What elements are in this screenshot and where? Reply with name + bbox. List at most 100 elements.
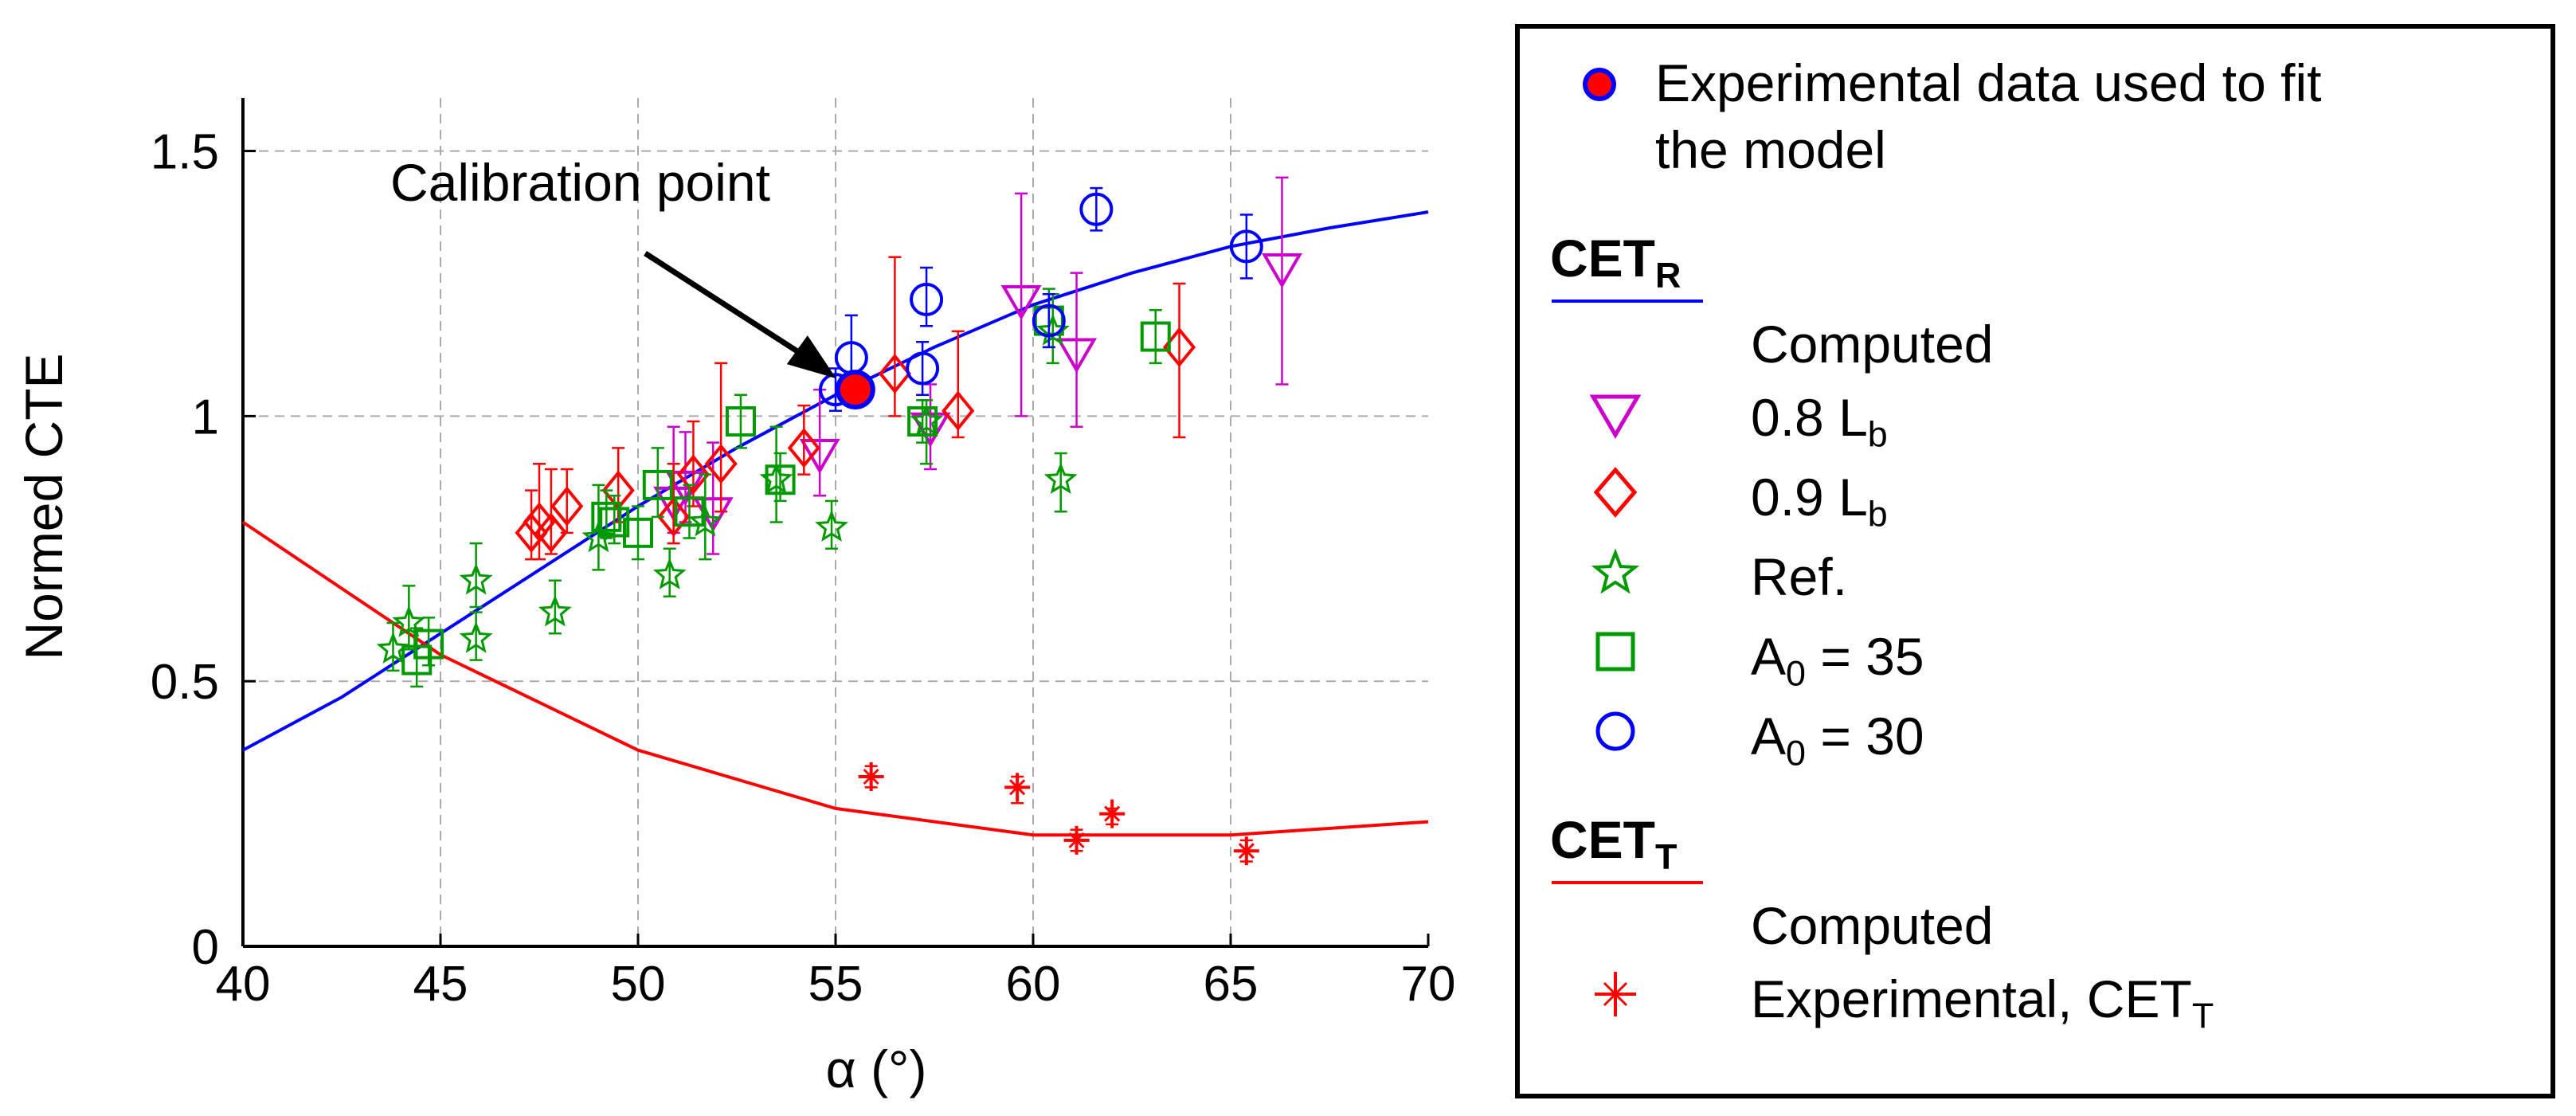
data-point: [1004, 773, 1031, 805]
data-point: [1140, 309, 1171, 365]
axes: 40 45 50 55 60 65 70 0 0.5 1 1.5: [151, 98, 1456, 1012]
annotation-arrow-head: [786, 335, 836, 379]
diamond-marker: [942, 390, 975, 431]
legend-ref-text: Ref.: [1751, 547, 1848, 606]
circle-marker: [1032, 303, 1066, 338]
diamond-marker: [704, 444, 738, 484]
grid-lines: [243, 98, 1428, 946]
data-point: [534, 468, 568, 555]
star-marker: [459, 562, 493, 595]
data-point: [392, 585, 426, 651]
plus-star-stroke: [1009, 779, 1026, 796]
square-marker: [591, 501, 622, 532]
star-marker: [815, 510, 849, 542]
data-point: [642, 447, 673, 519]
data-point: [910, 266, 944, 327]
plus-star-icon: [1595, 972, 1636, 1016]
data-point: [599, 494, 630, 545]
legend-exp-t-text: Experimental, CETT: [1751, 969, 2214, 1036]
data-point: [858, 762, 884, 791]
data-point: [787, 404, 820, 476]
data-point: [704, 362, 738, 513]
diamond-marker: [657, 496, 691, 538]
star-marker: [1043, 462, 1078, 494]
star-marker: [538, 594, 572, 627]
square-marker: [725, 406, 756, 437]
data-point: [1162, 282, 1196, 439]
legend: Experimental data used to fit the model …: [1515, 24, 2555, 1098]
square-marker: [765, 464, 796, 495]
data-points: [376, 176, 1302, 866]
computed-line: [241, 520, 1429, 837]
circle-marker: [1229, 229, 1263, 264]
star-marker: [459, 621, 493, 653]
legend-08lb-text: 0.8 Lb: [1751, 388, 1888, 455]
diamond-marker: [534, 512, 568, 553]
data-point: [657, 463, 691, 545]
y-tick-label: 0: [192, 920, 219, 975]
data-point: [688, 473, 722, 561]
data-point: [910, 383, 951, 471]
legend-a30-text: A0 = 30: [1751, 707, 1924, 773]
annotation-arrow-shaft: [644, 251, 814, 364]
circle-icon: [1595, 711, 1635, 751]
data-point: [1229, 213, 1263, 280]
data-point: [459, 611, 493, 661]
data-point: [942, 330, 975, 439]
y-axis-label: Normed CTE: [14, 353, 73, 660]
legend-fit-text-2: the model: [1655, 120, 1886, 179]
x-tick-label: 55: [808, 957, 863, 1012]
star-marker: [392, 605, 426, 637]
legend-a35-text: A0 = 35: [1751, 627, 1924, 694]
diamond-marker: [787, 428, 820, 468]
x-tick-label: 40: [216, 957, 271, 1012]
x-tick-label: 45: [413, 957, 468, 1012]
square-marker: [642, 469, 673, 500]
plus-star-stroke: [863, 768, 879, 785]
x-tick-label: 60: [1006, 957, 1061, 1012]
plus-star-stroke: [1104, 805, 1121, 822]
data-point: [652, 547, 687, 597]
legend-cetr-heading: CETR: [1550, 229, 1681, 296]
diamond-marker: [878, 353, 911, 394]
data-point: [1000, 192, 1042, 417]
calibration-label: Calibration point: [390, 153, 770, 212]
legend-cett-computed-text: Computed: [1751, 896, 1994, 955]
data-point: [1262, 176, 1302, 386]
star-icon: [1591, 548, 1640, 594]
square-marker: [623, 517, 653, 548]
square-marker: [401, 644, 433, 675]
calibration-annotation: Calibration point: [390, 153, 836, 379]
square-marker: [674, 496, 705, 527]
x-tick-label: 70: [1401, 957, 1456, 1012]
x-tick-label: 65: [1204, 957, 1259, 1012]
data-point: [538, 579, 572, 635]
square-marker: [907, 406, 938, 437]
triangle-marker: [1056, 338, 1098, 374]
star-marker: [581, 520, 616, 553]
data-point: [674, 484, 705, 539]
data-point: [550, 468, 584, 535]
square-icon: [1595, 632, 1635, 672]
legend-fit-text-1: Experimental data used to fit: [1655, 53, 2322, 112]
diamond-marker: [676, 454, 711, 495]
legend-cett-heading: CETT: [1550, 810, 1678, 877]
star-marker: [652, 558, 687, 589]
y-tick-label: 1: [192, 390, 219, 444]
triangle-down-icon: [1589, 394, 1642, 439]
data-point: [1032, 293, 1066, 349]
data-point: [906, 340, 940, 396]
plus-star-stroke: [1238, 843, 1255, 860]
triangle-marker: [1000, 284, 1042, 320]
data-point: [1063, 825, 1090, 855]
cte-chart: 40 45 50 55 60 65 70 0 0.5 1 1.5 Calibration point…: [14, 98, 1456, 1098]
square-marker: [1140, 321, 1171, 352]
circle-marker: [1079, 192, 1114, 226]
data-point: [413, 617, 444, 667]
blue-line-icon: [1552, 300, 1703, 303]
data-point: [815, 499, 849, 550]
data-point: [765, 452, 796, 503]
data-point: [1056, 272, 1098, 428]
data-point: [1043, 452, 1078, 513]
data-point: [523, 463, 556, 561]
